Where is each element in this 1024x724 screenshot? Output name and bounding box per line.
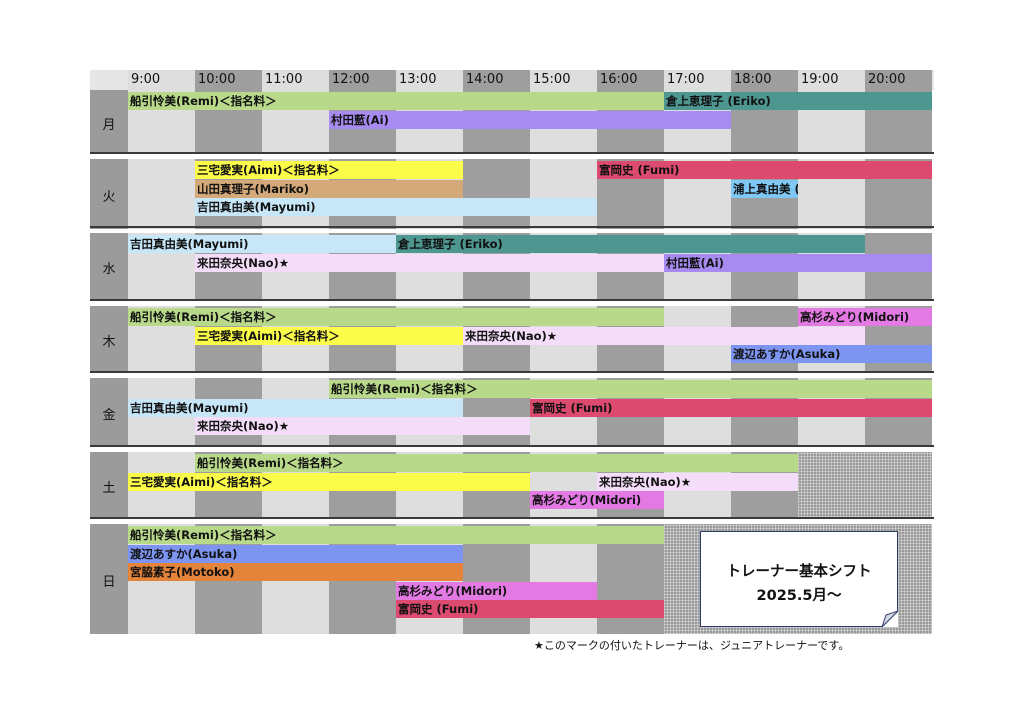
shift-bar: 船引怜美(Remi)＜指名料＞ xyxy=(195,454,798,472)
shift-bar: 村田藍(Ai) xyxy=(664,253,932,272)
time-header-cell: 11:00 xyxy=(262,70,329,90)
shift-bar: 宮脇素子(Motoko) xyxy=(128,563,463,581)
shift-bar: 来田奈央(Nao)★ xyxy=(195,417,530,435)
closed-slot-saturday xyxy=(798,452,932,517)
day-label: 月 xyxy=(102,118,116,133)
title-line-1: トレーナー基本シフト xyxy=(726,564,872,580)
header-corner-cell xyxy=(90,70,128,90)
time-header-label: 20:00 xyxy=(868,72,906,87)
time-header-cell: 14:00 xyxy=(463,70,530,90)
time-header-label: 17:00 xyxy=(667,72,705,87)
shift-bar: 船引怜美(Remi)＜指名料＞ xyxy=(329,380,932,398)
shift-bar: 高杉みどり(Midori) xyxy=(798,308,932,326)
day-row: 水吉田真由美(Mayumi) 倉上恵理子 (Eriko) 村田藍(Ai) 来田奈央(N… xyxy=(90,233,934,299)
time-header-cell: 10:00 xyxy=(195,70,262,90)
time-header-label: 16:00 xyxy=(600,72,638,87)
shift-bar: 三宅愛実(Aimi)＜指名料＞ xyxy=(128,472,530,491)
day-separator xyxy=(90,152,934,154)
shift-bar: 渡辺あすか(Asuka) xyxy=(128,544,463,563)
day-label-cell: 火 xyxy=(90,159,128,229)
time-header-cell: 20:00 xyxy=(865,70,932,90)
grid-column xyxy=(530,159,597,229)
shift-bar: 富岡史 (Fumi) xyxy=(597,161,932,179)
time-header-label: 10:00 xyxy=(198,72,236,87)
time-header-label: 13:00 xyxy=(399,72,437,87)
page-fold-icon xyxy=(882,611,898,627)
shift-bar: 三宅愛実(Aimi)＜指名料＞ xyxy=(195,326,463,345)
time-header-cell: 12:00 xyxy=(329,70,396,90)
day-separator xyxy=(90,226,934,228)
day-row: 木船引怜美(Remi)＜指名料＞ 高杉みどり(Midori) 三宅愛実(Aimi)＜… xyxy=(90,306,934,371)
time-header-cell: 16:00 xyxy=(597,70,664,90)
day-label-cell: 木 xyxy=(90,306,128,371)
grid-column xyxy=(463,159,530,229)
shift-bar: 倉上恵理子 (Eriko) xyxy=(664,92,932,110)
day-label: 日 xyxy=(102,575,116,590)
shift-bar: 船引怜美(Remi)＜指名料＞ xyxy=(128,526,664,544)
shift-bar: 富岡史 (Fumi) xyxy=(530,398,932,417)
shift-bar: 吉田真由美(Mayumi) xyxy=(195,198,597,216)
shift-bar: 来田奈央(Nao)★ xyxy=(195,253,664,272)
day-label: 金 xyxy=(102,408,116,423)
shift-bar: 来田奈央(Nao)★ xyxy=(463,326,865,345)
shift-bar: 船引怜美(Remi)＜指名料＞ xyxy=(128,92,664,110)
shift-bar: 浦上真由美 (Mayu) xyxy=(731,179,798,198)
day-separator xyxy=(90,517,934,519)
title-line-2: 2025.5月～ xyxy=(756,588,842,604)
time-header-cell: 9:00 xyxy=(128,70,195,90)
day-row: 月船引怜美(Remi)＜指名料＞ 村田藍(Ai) 倉上恵理子 (Eriko) xyxy=(90,90,934,154)
shift-bar: 渡辺あすか(Asuka) xyxy=(731,345,932,363)
junior-trainer-footnote: ★このマークの付いたトレーナーは、ジュニアトレーナーです。 xyxy=(534,639,850,652)
shift-bar: 高杉みどり(Midori) xyxy=(530,491,664,509)
shift-bar: 船引怜美(Remi)＜指名料＞ xyxy=(128,308,664,326)
day-label-cell: 金 xyxy=(90,378,128,446)
day-separator xyxy=(90,371,934,373)
day-row: 火 三宅愛実(Aimi)＜指名料＞ 富岡史 (Fumi) 山田真理子(Mariko) 吉… xyxy=(90,159,934,229)
time-header-label: 12:00 xyxy=(332,72,370,87)
shift-bar: 高杉みどり(Midori) xyxy=(396,581,597,600)
shift-bar: 山田真理子(Mariko) xyxy=(195,179,463,198)
day-label: 木 xyxy=(102,334,116,350)
shift-bar: 来田奈央(Nao)★ xyxy=(597,472,798,491)
day-label: 土 xyxy=(102,480,116,496)
day-separator xyxy=(90,299,934,301)
time-header-cell: 17:00 xyxy=(664,70,731,90)
shift-bar: 倉上恵理子 (Eriko) xyxy=(396,235,865,253)
time-header-label: 18:00 xyxy=(734,72,772,87)
shift-bar: 吉田真由美(Mayumi) xyxy=(128,398,463,417)
day-label-cell: 水 xyxy=(90,233,128,299)
shift-bar: 三宅愛実(Aimi)＜指名料＞ xyxy=(195,161,463,179)
day-separator xyxy=(90,445,934,447)
day-label: 水 xyxy=(102,262,116,277)
time-header-label: 15:00 xyxy=(533,72,571,87)
time-header-cell: 13:00 xyxy=(396,70,463,90)
time-header-label: 14:00 xyxy=(466,72,504,87)
time-header-label: 19:00 xyxy=(801,72,839,87)
day-label-cell: 土 xyxy=(90,452,128,517)
time-header-cell: 15:00 xyxy=(530,70,597,90)
shift-bar: 村田藍(Ai) xyxy=(329,110,731,129)
grid-column xyxy=(128,159,195,229)
schedule-title-card: トレーナー基本シフト 2025.5月～ xyxy=(700,531,898,627)
time-header-cell: 18:00 xyxy=(731,70,798,90)
day-row: 金 船引怜美(Remi)＜指名料＞ 吉田真由美(Mayumi) 富岡史 (Fumi) 来… xyxy=(90,378,934,446)
shift-bar: 富岡史 (Fumi) xyxy=(396,600,664,618)
time-header-cell: 19:00 xyxy=(798,70,865,90)
time-header-label: 11:00 xyxy=(265,72,303,87)
time-header-label: 9:00 xyxy=(131,72,161,87)
day-label: 火 xyxy=(102,190,116,205)
day-label-cell: 日 xyxy=(90,524,128,634)
day-label-cell: 月 xyxy=(90,90,128,154)
shift-bar: 吉田真由美(Mayumi) xyxy=(128,235,396,253)
